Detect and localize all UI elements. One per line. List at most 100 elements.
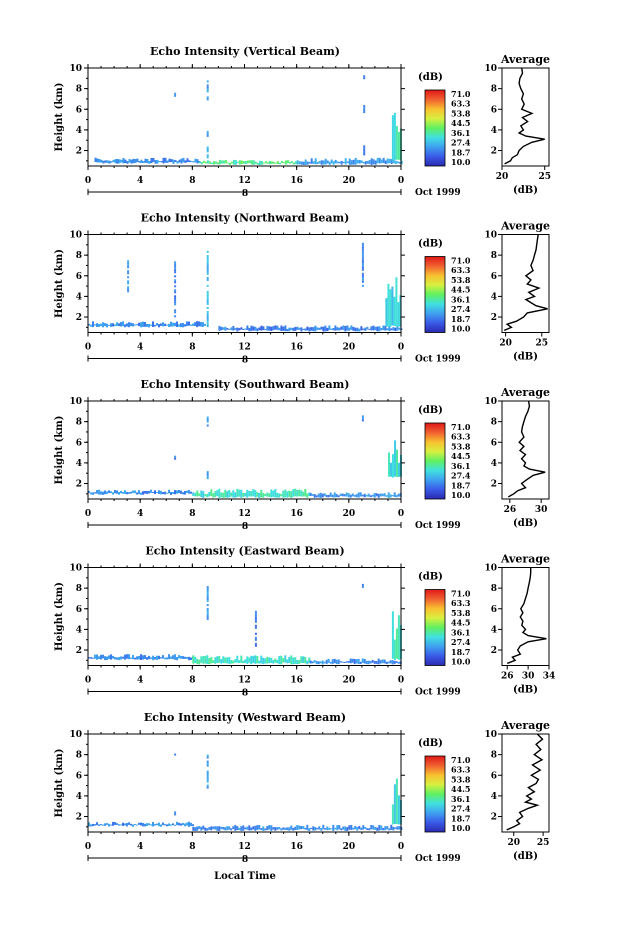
echo-cell [322, 326, 325, 332]
echo-cell [379, 660, 382, 664]
echo-cell [353, 659, 356, 665]
echo-cell [254, 825, 257, 831]
echo-cell [341, 661, 344, 663]
y-tick-label: 6 [76, 605, 82, 615]
echo-cell [316, 827, 319, 830]
echo-cell [108, 655, 110, 660]
profile-y-tick-label: 8 [491, 584, 497, 594]
echo-cell [340, 160, 343, 165]
echo-cell [206, 314, 209, 317]
colorbar-label: 18.7 [451, 480, 470, 490]
echo-cell [254, 636, 257, 639]
echo-cell [166, 324, 168, 326]
echo-cell [270, 161, 273, 164]
echo-cell [174, 291, 177, 294]
echo-cell [127, 280, 130, 283]
echo-cell [206, 493, 209, 498]
echo-cell [140, 159, 143, 163]
echo-cell [318, 826, 321, 830]
echo-cell [347, 493, 350, 498]
echo-cell [397, 795, 400, 825]
echo-cell [240, 826, 243, 831]
echo-cell [192, 655, 195, 664]
echo-cell [178, 159, 181, 163]
echo-cell [248, 825, 251, 831]
echo-cell [116, 159, 119, 164]
profile-frame [501, 234, 550, 333]
colorbar-label: 71.0 [451, 422, 471, 432]
x-tick-label: 8 [189, 842, 195, 852]
echo-cell [242, 328, 245, 331]
echo-cell [162, 157, 165, 164]
echo-cell [260, 161, 263, 165]
y-axis-label: Height (km) [54, 582, 65, 651]
echo-cell [298, 327, 301, 330]
echo-cell [166, 160, 169, 163]
echo-cell [318, 161, 321, 164]
echo-cell [270, 825, 273, 831]
echo-cell [254, 624, 257, 627]
echo-cell [144, 655, 146, 659]
x-tick-label: 20 [343, 842, 356, 852]
colorbar-label: 71.0 [451, 256, 471, 266]
echo-cell [220, 826, 223, 830]
echo-cell [371, 494, 374, 497]
colorbar-label: 63.3 [451, 99, 471, 109]
echo-cell [376, 326, 379, 332]
echo-cell [184, 823, 186, 827]
echo-cell [392, 454, 394, 478]
echo-cell [182, 157, 185, 163]
echo-cell [262, 326, 265, 331]
echo-cell [162, 655, 164, 659]
echo-cell [108, 160, 111, 164]
echo-layer [88, 415, 402, 498]
echo-cell [397, 493, 400, 497]
echo-cell [361, 266, 364, 269]
x-tick-label: 0 [85, 509, 91, 519]
echo-cell [94, 824, 96, 826]
profile-y-tick-label: 8 [491, 418, 497, 428]
echo-cell [292, 489, 295, 497]
echo-cell [352, 326, 355, 331]
echo-cell [138, 656, 140, 660]
echo-cell [336, 161, 339, 164]
echo-cell [206, 316, 209, 319]
echo-cell [206, 612, 209, 615]
echo-cell [206, 250, 209, 253]
echo-cell [391, 286, 394, 326]
echo-cell [282, 827, 285, 830]
echo-cell [391, 495, 394, 497]
echo-cell [98, 824, 100, 826]
x-tick-label: 0 [85, 842, 91, 852]
echo-cell [339, 493, 342, 496]
echo-cell [314, 827, 317, 831]
echo-cell [262, 492, 265, 498]
echo-layer [94, 75, 403, 165]
echo-cell [196, 490, 199, 497]
echo-cell [256, 656, 259, 664]
echo-cell [313, 660, 316, 663]
echo-cell [264, 828, 267, 831]
echo-cell [116, 322, 118, 326]
echo-cell [218, 655, 221, 663]
echo-cell [200, 656, 203, 663]
echo-cell [256, 825, 259, 830]
echo-cell [200, 826, 203, 831]
echo-cell [246, 325, 249, 330]
profile-x-tick-label: 25 [537, 838, 550, 848]
echo-cell [323, 661, 326, 664]
echo-cell [264, 494, 267, 496]
echo-cell [206, 592, 209, 595]
echo-cell [156, 655, 158, 660]
y-tick-label: 4 [76, 126, 82, 136]
echo-cell [306, 161, 309, 165]
echo-cell [369, 495, 372, 498]
echo-cell [234, 492, 237, 498]
echo-cell [358, 825, 361, 830]
echo-cell [326, 327, 329, 332]
echo-cell [226, 491, 229, 498]
echo-cell [252, 656, 255, 663]
echo-cell [220, 492, 223, 498]
echo-cell [264, 658, 267, 664]
echo-cell [182, 492, 184, 495]
